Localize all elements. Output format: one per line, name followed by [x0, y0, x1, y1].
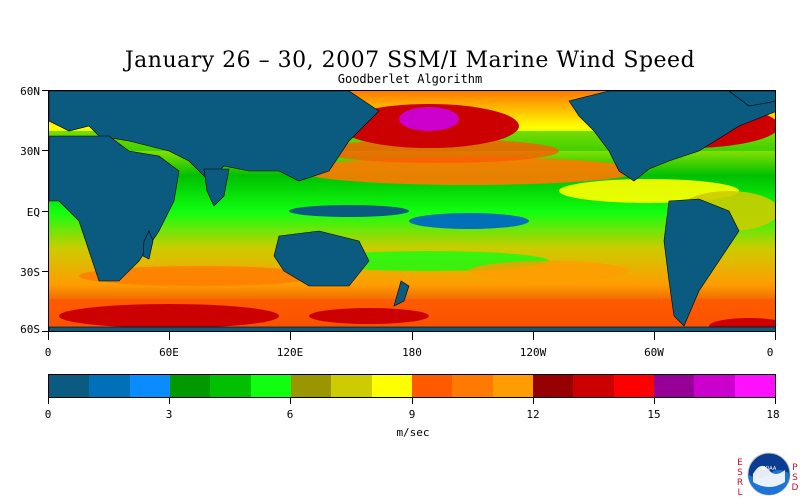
- lon-label: 120W: [519, 346, 547, 359]
- colorbar-label: 3: [165, 408, 173, 421]
- lat-tick: [42, 331, 48, 332]
- colorbar-swatch: [573, 375, 614, 397]
- logo-left-letter: S: [737, 468, 743, 478]
- lat-label: EQ: [26, 206, 40, 219]
- colorbar-label: 6: [286, 408, 294, 421]
- colorbar-swatch: [734, 375, 775, 397]
- colorbar-swatch: [290, 375, 332, 397]
- map-subtitle: Goodberlet Algorithm: [337, 72, 483, 86]
- lon-tick: [48, 332, 49, 340]
- logo-right-letter: D: [791, 483, 799, 493]
- lon-tick: [290, 332, 291, 340]
- colorbar-label: 18: [766, 408, 780, 421]
- noaa-emblem-icon: NOAA: [747, 452, 791, 496]
- lat-label: 60S: [20, 323, 40, 336]
- colorbar-units: m/sec: [396, 426, 430, 439]
- lon-tick: [412, 332, 413, 340]
- lon-tick: [775, 332, 776, 340]
- colorbar-tick: [169, 398, 170, 404]
- colorbar-tick: [775, 398, 776, 404]
- lon-label: 120E: [276, 346, 304, 359]
- india-land: [203, 168, 230, 207]
- colorbar-swatch: [49, 375, 90, 397]
- lon-label: 0: [44, 346, 52, 359]
- lon-tick: [654, 332, 655, 340]
- lat-tick: [42, 271, 48, 272]
- colorbar-swatch: [371, 375, 412, 397]
- new-zealand-land: [393, 280, 410, 307]
- colorbar-swatch: [653, 375, 695, 397]
- lon-tick: [169, 332, 170, 340]
- colorbar: [48, 374, 776, 398]
- lat-label: 30S: [20, 266, 40, 279]
- lat-tick: [42, 90, 48, 91]
- australia-land: [273, 230, 370, 287]
- madagascar-land: [142, 230, 154, 260]
- colorbar-swatch: [492, 375, 533, 397]
- lon-label: 60E: [159, 346, 179, 359]
- north-america-land: [568, 91, 775, 182]
- south-america-land: [663, 198, 740, 327]
- antarctica-land: [49, 326, 775, 331]
- colorbar-label: 9: [408, 408, 416, 421]
- colorbar-tick: [533, 398, 534, 404]
- lon-label: 180: [402, 346, 422, 359]
- colorbar-label: 0: [44, 408, 52, 421]
- colorbar-swatch: [694, 375, 735, 397]
- lon-label: 60W: [644, 346, 664, 359]
- map-title: January 26 – 30, 2007 SSM/I Marine Wind …: [124, 48, 696, 73]
- colorbar-swatch: [532, 375, 574, 397]
- logo-left-letter: R: [736, 478, 744, 488]
- wind-speed-field: [49, 91, 775, 331]
- colorbar-tick: [654, 398, 655, 404]
- lat-label: 60N: [20, 85, 40, 98]
- colorbar-swatch: [250, 375, 291, 397]
- colorbar-swatch: [613, 375, 654, 397]
- colorbar-label: 12: [526, 408, 540, 421]
- lat-tick: [42, 150, 48, 151]
- colorbar-swatch: [210, 375, 251, 397]
- wind-speed-map: [48, 90, 776, 332]
- lon-tick: [533, 332, 534, 340]
- lat-label: 30N: [20, 145, 40, 158]
- logo-left-letter: L: [737, 488, 743, 498]
- colorbar-swatch: [411, 375, 453, 397]
- colorbar-swatch: [129, 375, 170, 397]
- colorbar-tick: [412, 398, 413, 404]
- colorbar-swatch: [169, 375, 211, 397]
- colorbar-swatch: [452, 375, 493, 397]
- lon-label: 0: [766, 346, 774, 359]
- greenland-land: [728, 91, 775, 107]
- colorbar-tick: [290, 398, 291, 404]
- land-masses: [49, 91, 775, 331]
- logo-left-letter: E: [737, 458, 743, 468]
- colorbar-label: 15: [647, 408, 661, 421]
- logo-right-letter: P: [792, 463, 798, 473]
- colorbar-swatch: [89, 375, 130, 397]
- colorbar-tick: [48, 398, 49, 404]
- lat-tick: [42, 211, 48, 212]
- logo-right-letter: S: [792, 473, 798, 483]
- colorbar-swatch: [331, 375, 372, 397]
- svg-text:NOAA: NOAA: [762, 466, 777, 472]
